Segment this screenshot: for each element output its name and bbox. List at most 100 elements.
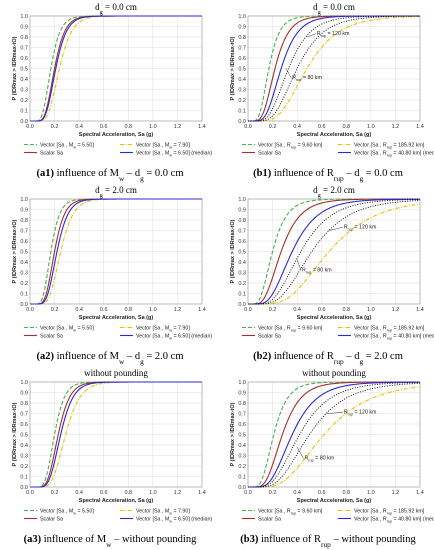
y-tick-label: 0.8 xyxy=(20,35,28,41)
legend-entry: Scalar Sa xyxy=(40,151,63,157)
y-tick-label: 0.9 xyxy=(20,208,28,214)
y-tick-label: 0.2 xyxy=(238,281,246,287)
x-tick-label: 0.6 xyxy=(318,124,326,130)
x-tick-label: 0.2 xyxy=(51,307,59,313)
y-tick-label: 0.7 xyxy=(20,229,28,235)
y-tick-label: 0.2 xyxy=(20,281,28,287)
x-tick-label: 0.0 xyxy=(26,490,34,496)
x-axis-label: Spectral Acceleration, Sa (g) xyxy=(79,315,154,321)
panel-caption: (b3) influence of Rrup – without poundin… xyxy=(240,534,416,549)
x-tick-label: 1.2 xyxy=(392,124,400,130)
y-tick-label: 0.7 xyxy=(20,412,28,418)
annotation-leader xyxy=(285,68,292,79)
x-tick-label: 0.6 xyxy=(318,490,326,496)
legend-entry: Vector [Sa , Mw = 7.90] xyxy=(136,326,190,333)
panel-a3: without pounding 0.0 0.1 0.2 0.3 0.4 0.5 0.6 0.7… xyxy=(12,368,212,549)
x-tick-label: 0.4 xyxy=(75,124,83,130)
panel-a2: dg = 2.0 cm 0.0 0.1 0.2 0.3 0.4 0.5 0.6 0.7 0.8 0.… xyxy=(12,185,212,366)
x-tick-label: 0.4 xyxy=(75,490,83,496)
y-tick-label: 0.7 xyxy=(238,412,246,418)
y-tick-label: 0.8 xyxy=(238,218,246,224)
y-tick-label: 0.2 xyxy=(20,464,28,470)
panel-caption: (a3) influence of Mw – without pounding xyxy=(24,534,197,549)
panel-title: without pounding xyxy=(302,368,366,378)
legend-entry: Vector [Sa , Rrup = 185.92 km] xyxy=(354,509,425,516)
x-tick-label: 0.2 xyxy=(51,490,59,496)
y-tick-label: 0.9 xyxy=(20,391,28,397)
series-line-5 xyxy=(248,382,421,488)
x-tick-label: 0.4 xyxy=(75,307,83,313)
y-tick-label: 0.5 xyxy=(20,250,28,256)
legend-entry: Vector [Sa , Rrup = 9.60 km] xyxy=(258,143,323,150)
panel-b2: dg = 2.0 cm 0.0 0.1 0.2 0.3 0.4 0.5 0.6 0.7 0.8 0.… xyxy=(230,185,434,366)
y-tick-label: 0.5 xyxy=(20,67,28,73)
panel-caption: (a1) influence of Mw – dg = 0.0 cm xyxy=(36,168,183,183)
series-line-3 xyxy=(248,381,420,488)
y-tick-label: 0.8 xyxy=(238,35,246,41)
series-line-5 xyxy=(248,15,421,122)
y-tick-label: 0.8 xyxy=(20,218,28,224)
y-tick-label: 0.1 xyxy=(238,292,246,298)
annotation-label: Rrup = 120 km xyxy=(344,224,377,231)
annotation-leader xyxy=(296,446,304,459)
x-tick-label: 0.8 xyxy=(124,124,132,130)
annotation-leader xyxy=(296,259,302,271)
x-tick-label: 0.6 xyxy=(100,124,108,130)
legend-entry: Scalar Sa xyxy=(258,151,281,157)
series-line-1 xyxy=(248,16,421,122)
x-axis-label: Spectral Acceleration, Sa (g) xyxy=(297,315,372,321)
series-line-1 xyxy=(30,15,202,122)
legend-entry: Scalar Sa xyxy=(40,517,63,523)
y-tick-label: 0.8 xyxy=(238,401,246,407)
y-tick-label: 0.1 xyxy=(238,475,246,481)
y-tick-label: 0.9 xyxy=(238,25,246,31)
y-tick-label: 0.0 xyxy=(238,485,246,491)
y-tick-label: 0.0 xyxy=(20,302,28,308)
y-tick-label: 0.6 xyxy=(238,422,246,428)
legend-entry: Vector [Sa , Mw = 6.50] (median) xyxy=(136,517,212,524)
x-tick-label: 0.0 xyxy=(244,124,252,130)
panel-title: dg = 2.0 cm xyxy=(313,185,355,199)
x-tick-label: 0.6 xyxy=(100,490,108,496)
y-tick-label: 0.1 xyxy=(20,475,28,481)
plot-frame xyxy=(247,381,421,488)
y-tick-label: 0.2 xyxy=(238,464,246,470)
y-tick-label: 0.4 xyxy=(238,260,246,266)
panel-caption: (b1) influence of Rrup – dg = 0.0 cm xyxy=(253,168,403,183)
x-tick-label: 0.8 xyxy=(342,307,350,313)
x-tick-label: 0.8 xyxy=(342,124,350,130)
x-tick-label: 0.6 xyxy=(100,307,108,313)
annotation-label: Rrup = 120 km xyxy=(317,31,350,38)
x-tick-label: 1.2 xyxy=(174,307,182,313)
y-tick-label: 1.0 xyxy=(238,14,246,20)
y-tick-label: 0.6 xyxy=(20,56,28,62)
y-tick-label: 1.0 xyxy=(20,14,28,20)
panel-title: without pounding xyxy=(84,368,148,378)
x-tick-label: 1.2 xyxy=(392,490,400,496)
legend-entry: Vector [Sa , Mw = 5.50] xyxy=(40,509,94,516)
y-tick-label: 0.7 xyxy=(20,46,28,52)
x-tick-label: 1.2 xyxy=(174,490,182,496)
annotation-leader xyxy=(306,33,316,38)
series-line-5 xyxy=(248,200,421,305)
x-axis-label: Spectral Acceleration, Sa (g) xyxy=(79,132,154,138)
y-tick-label: 0.3 xyxy=(20,88,28,94)
x-tick-label: 1.2 xyxy=(174,124,182,130)
panel-a1: dg = 0.0 cm 0.0 0.1 0.2 0.3 0.4 0.5 0.6 0.7 0.8 0.… xyxy=(12,2,212,183)
x-tick-label: 0.2 xyxy=(269,490,277,496)
legend-entry: Vector [Sa , Rrup = 185.92 km] xyxy=(354,143,425,150)
y-tick-label: 0.0 xyxy=(20,119,28,125)
panel-title: dg = 2.0 cm xyxy=(95,185,137,199)
y-axis-label: P (IDRmax > IDRmax-tO) xyxy=(12,402,18,466)
x-tick-label: 1.0 xyxy=(149,124,157,130)
annotation-label: Rrup = 80 km xyxy=(305,456,335,463)
annotation-label: Rrup = 80 km xyxy=(302,267,332,274)
panel-caption: (b2) influence of Rrup – dg = 2.0 cm xyxy=(253,351,403,366)
x-tick-label: 1.2 xyxy=(392,307,400,313)
x-tick-label: 0.4 xyxy=(293,307,301,313)
x-tick-label: 1.0 xyxy=(367,307,375,313)
y-tick-label: 0.1 xyxy=(238,109,246,115)
legend-entry: Vector [Sa , Rrup = 185.92 km] xyxy=(354,326,425,333)
x-tick-label: 0.2 xyxy=(269,124,277,130)
y-tick-label: 0.6 xyxy=(238,239,246,245)
